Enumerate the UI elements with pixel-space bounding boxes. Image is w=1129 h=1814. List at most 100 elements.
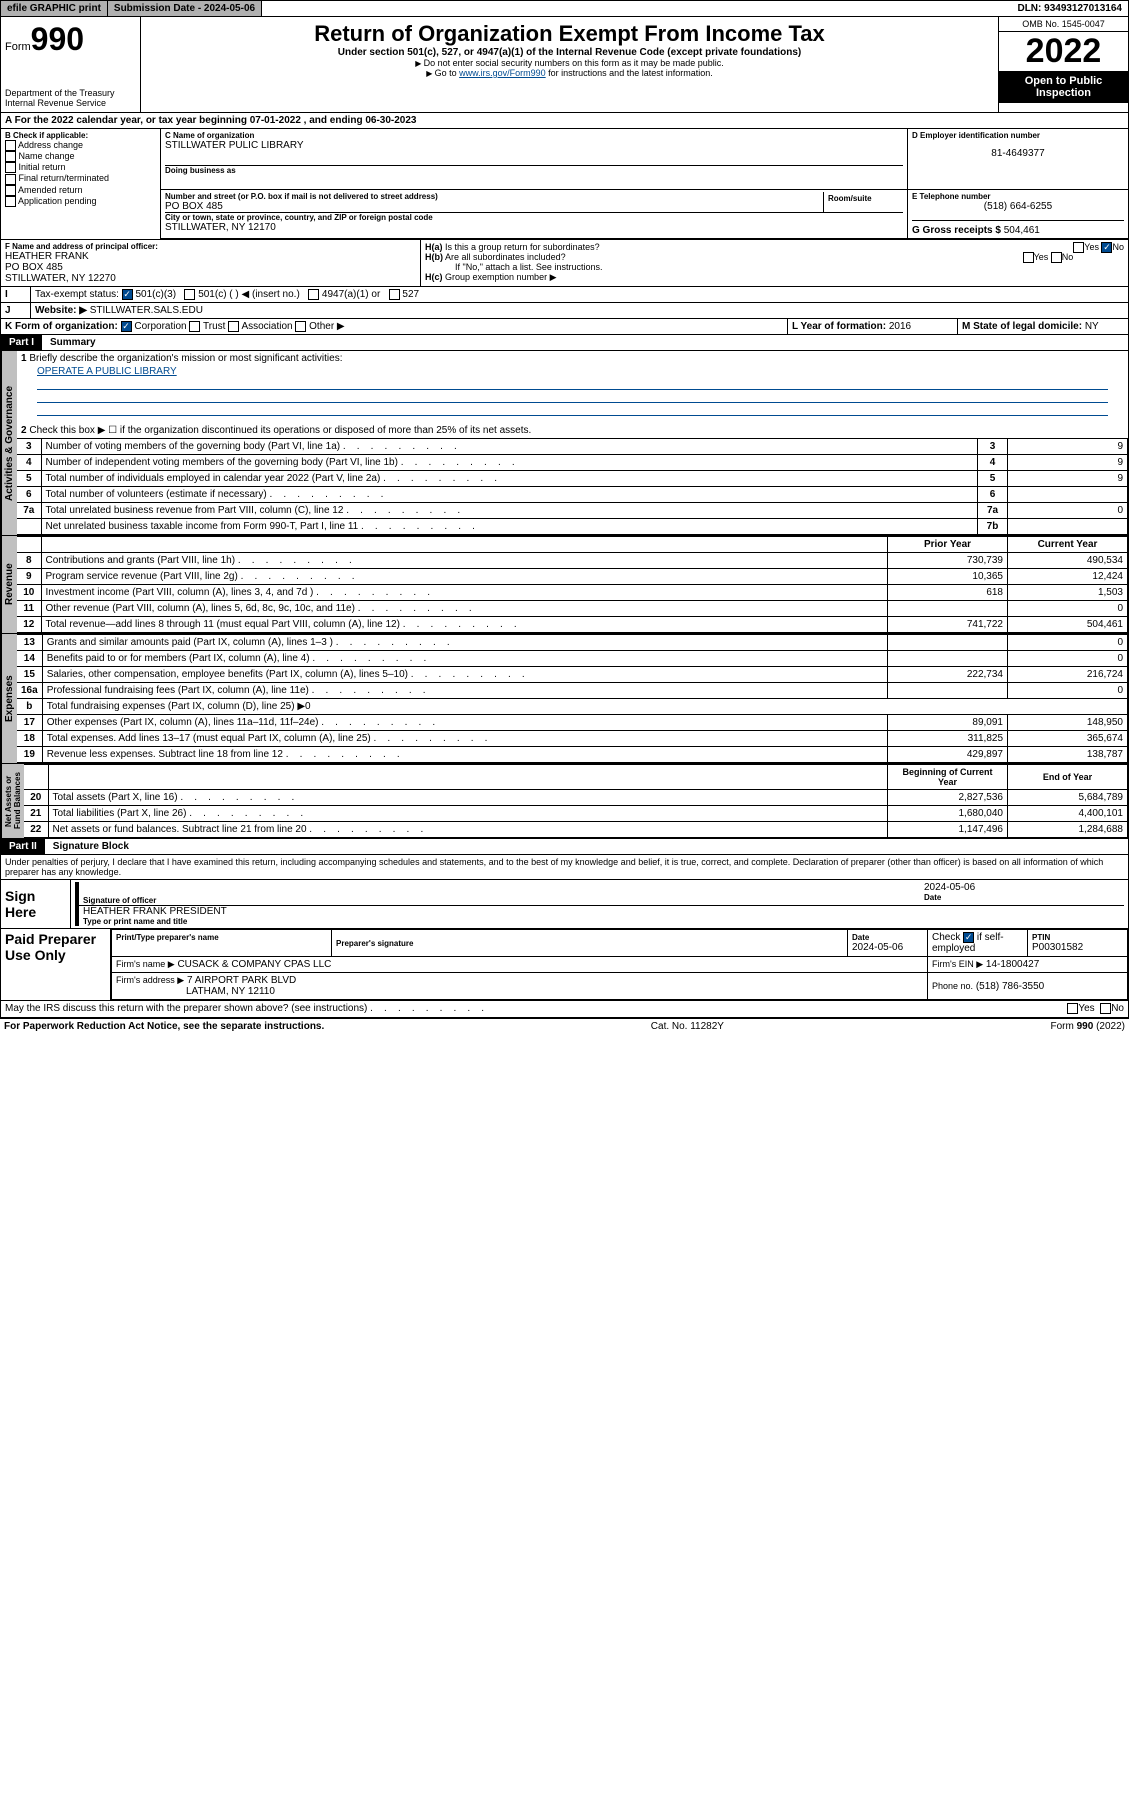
line-12: 12Total revenue—add lines 8 through 11 (…: [17, 617, 1128, 633]
sig-date: 2024-05-06: [924, 882, 1124, 893]
period-line: A For the 2022 calendar year, or tax yea…: [1, 113, 1128, 128]
line-19: 19Revenue less expenses. Subtract line 1…: [17, 747, 1128, 763]
pp-date: 2024-05-06: [852, 942, 923, 953]
q2: Check this box ▶ ☐ if the organization d…: [29, 425, 531, 436]
checkbox-initial-return[interactable]: Initial return: [5, 162, 156, 173]
h-note: If "No," attach a list. See instructions…: [425, 262, 1124, 272]
city-label: City or town, state or province, country…: [165, 213, 903, 222]
checkbox-application-pending[interactable]: Application pending: [5, 196, 156, 207]
sign-here: Sign Here: [1, 880, 71, 928]
line-22: 22Net assets or fund balances. Subtract …: [24, 822, 1128, 838]
paid-preparer: Paid Preparer Use Only: [1, 929, 111, 1000]
line-14: 14Benefits paid to or for members (Part …: [17, 651, 1128, 667]
page-footer: For Paperwork Reduction Act Notice, see …: [0, 1019, 1129, 1034]
officer-label: F Name and address of principal officer:: [5, 242, 416, 251]
tab-governance: Activities & Governance: [1, 351, 17, 535]
firm-phone: (518) 786-3550: [976, 981, 1044, 992]
room-label: Room/suite: [828, 194, 899, 203]
dba-label: Doing business as: [165, 166, 903, 175]
col-prior: Prior Year: [888, 537, 1008, 553]
website: Website: ▶ STILLWATER.SALS.EDU: [31, 303, 1128, 318]
line-b: bTotal fundraising expenses (Part IX, co…: [17, 699, 1128, 715]
dept-label: Department of the Treasury: [5, 88, 136, 98]
city-value: STILLWATER, NY 12170: [165, 222, 903, 233]
col-end: End of Year: [1008, 765, 1128, 790]
line-4: 4Number of independent voting members of…: [17, 455, 1128, 471]
top-toolbar: efile GRAPHIC print Submission Date - 20…: [0, 0, 1129, 17]
q1: Briefly describe the organization's miss…: [29, 353, 342, 364]
line-21: 21Total liabilities (Part X, line 26)1,6…: [24, 806, 1128, 822]
line-18: 18Total expenses. Add lines 13–17 (must …: [17, 731, 1128, 747]
line-15: 15Salaries, other compensation, employee…: [17, 667, 1128, 683]
firm-name: CUSACK & COMPANY CPAS LLC: [177, 959, 331, 970]
sig-label: Signature of officer: [83, 896, 924, 905]
form-title: Return of Organization Exempt From Incom…: [145, 21, 994, 47]
line-13: 13Grants and similar amounts paid (Part …: [17, 635, 1128, 651]
line-8: 8Contributions and grants (Part VIII, li…: [17, 553, 1128, 569]
omb-number: OMB No. 1545-0047: [999, 17, 1128, 32]
pp-ptin: P00301582: [1032, 942, 1123, 953]
irs-label: Internal Revenue Service: [5, 98, 136, 108]
org-name: STILLWATER PULIC LIBRARY: [165, 140, 903, 151]
form-header: Form990 Department of the Treasury Inter…: [1, 17, 1128, 113]
checkbox-address-change[interactable]: Address change: [5, 140, 156, 151]
addr-value: PO BOX 485: [165, 201, 823, 212]
line-7a: 7aTotal unrelated business revenue from …: [17, 503, 1128, 519]
line-5: 5Total number of individuals employed in…: [17, 471, 1128, 487]
line-16a: 16aProfessional fundraising fees (Part I…: [17, 683, 1128, 699]
pp-name-label: Print/Type preparer's name: [116, 933, 327, 942]
tab-expenses: Expenses: [1, 634, 17, 763]
firm-addr: 7 AIRPORT PARK BLVD: [187, 975, 296, 986]
line-3: 3Number of voting members of the governi…: [17, 439, 1128, 455]
h-a: H(a) Is this a group return for subordin…: [425, 242, 1124, 252]
officer-name-title: HEATHER FRANK PRESIDENT: [83, 906, 1124, 917]
line-6: 6Total number of volunteers (estimate if…: [17, 487, 1128, 503]
irs-link[interactable]: www.irs.gov/Form990: [459, 68, 546, 78]
section-b: B Check if applicable: Address change Na…: [1, 129, 161, 239]
note-link: Go to www.irs.gov/Form990 for instructio…: [145, 68, 994, 78]
gross-label: G Gross receipts $: [912, 225, 1001, 236]
officer-addr1: PO BOX 485: [5, 262, 416, 273]
part2-header: Part IISignature Block: [1, 839, 1128, 855]
line-7b: Net unrelated business taxable income fr…: [17, 519, 1128, 535]
efile-print-button[interactable]: efile GRAPHIC print: [1, 1, 108, 16]
year-formation: L Year of formation: 2016: [788, 319, 958, 334]
discuss-question: May the IRS discuss this return with the…: [1, 1001, 1128, 1016]
officer-addr2: STILLWATER, NY 12270: [5, 273, 416, 284]
h-c: H(c) Group exemption number ▶: [425, 272, 1124, 283]
chk-501c3[interactable]: [122, 289, 133, 300]
pp-sig-label: Preparer's signature: [336, 939, 843, 948]
mission-text[interactable]: OPERATE A PUBLIC LIBRARY: [37, 366, 177, 377]
dln-label: DLN: 93493127013164: [1011, 1, 1128, 16]
tab-net-assets: Net Assets orFund Balances: [1, 764, 24, 838]
officer-name: HEATHER FRANK: [5, 251, 416, 262]
submission-date-button[interactable]: Submission Date - 2024-05-06: [108, 1, 262, 16]
open-inspection: Open to Public Inspection: [999, 71, 1128, 103]
org-name-label: C Name of organization: [165, 131, 903, 140]
line-9: 9Program service revenue (Part VIII, lin…: [17, 569, 1128, 585]
pp-self-employed: Check if self-employed: [928, 930, 1028, 957]
gross-value: 504,461: [1004, 225, 1040, 236]
declaration: Under penalties of perjury, I declare th…: [1, 855, 1128, 880]
line-17: 17Other expenses (Part IX, column (A), l…: [17, 715, 1128, 731]
tax-year: 2022: [999, 32, 1128, 71]
part1-header: Part ISummary: [1, 335, 1128, 351]
checkbox-amended-return[interactable]: Amended return: [5, 185, 156, 196]
addr-label: Number and street (or P.O. box if mail i…: [165, 192, 823, 201]
tax-exempt-status: Tax-exempt status: 501(c)(3) 501(c) ( ) …: [31, 287, 1128, 302]
phone-label: E Telephone number: [912, 192, 1124, 201]
checkbox-name-change[interactable]: Name change: [5, 151, 156, 162]
col-begin: Beginning of Current Year: [888, 765, 1008, 790]
line-20: 20Total assets (Part X, line 16)2,827,53…: [24, 790, 1128, 806]
firm-ein: 14-1800427: [986, 959, 1039, 970]
ein-value: 81-4649377: [912, 148, 1124, 159]
form-subtitle: Under section 501(c), 527, or 4947(a)(1)…: [145, 47, 994, 58]
ein-label: D Employer identification number: [912, 131, 1124, 140]
form-number: Form990: [5, 21, 136, 58]
line-10: 10Investment income (Part VIII, column (…: [17, 585, 1128, 601]
note-ssn: Do not enter social security numbers on …: [145, 58, 994, 68]
col-current: Current Year: [1008, 537, 1128, 553]
state-domicile: M State of legal domicile: NY: [958, 319, 1128, 334]
checkbox-final-return-terminated[interactable]: Final return/terminated: [5, 173, 156, 184]
form-body: Form990 Department of the Treasury Inter…: [0, 17, 1129, 1019]
